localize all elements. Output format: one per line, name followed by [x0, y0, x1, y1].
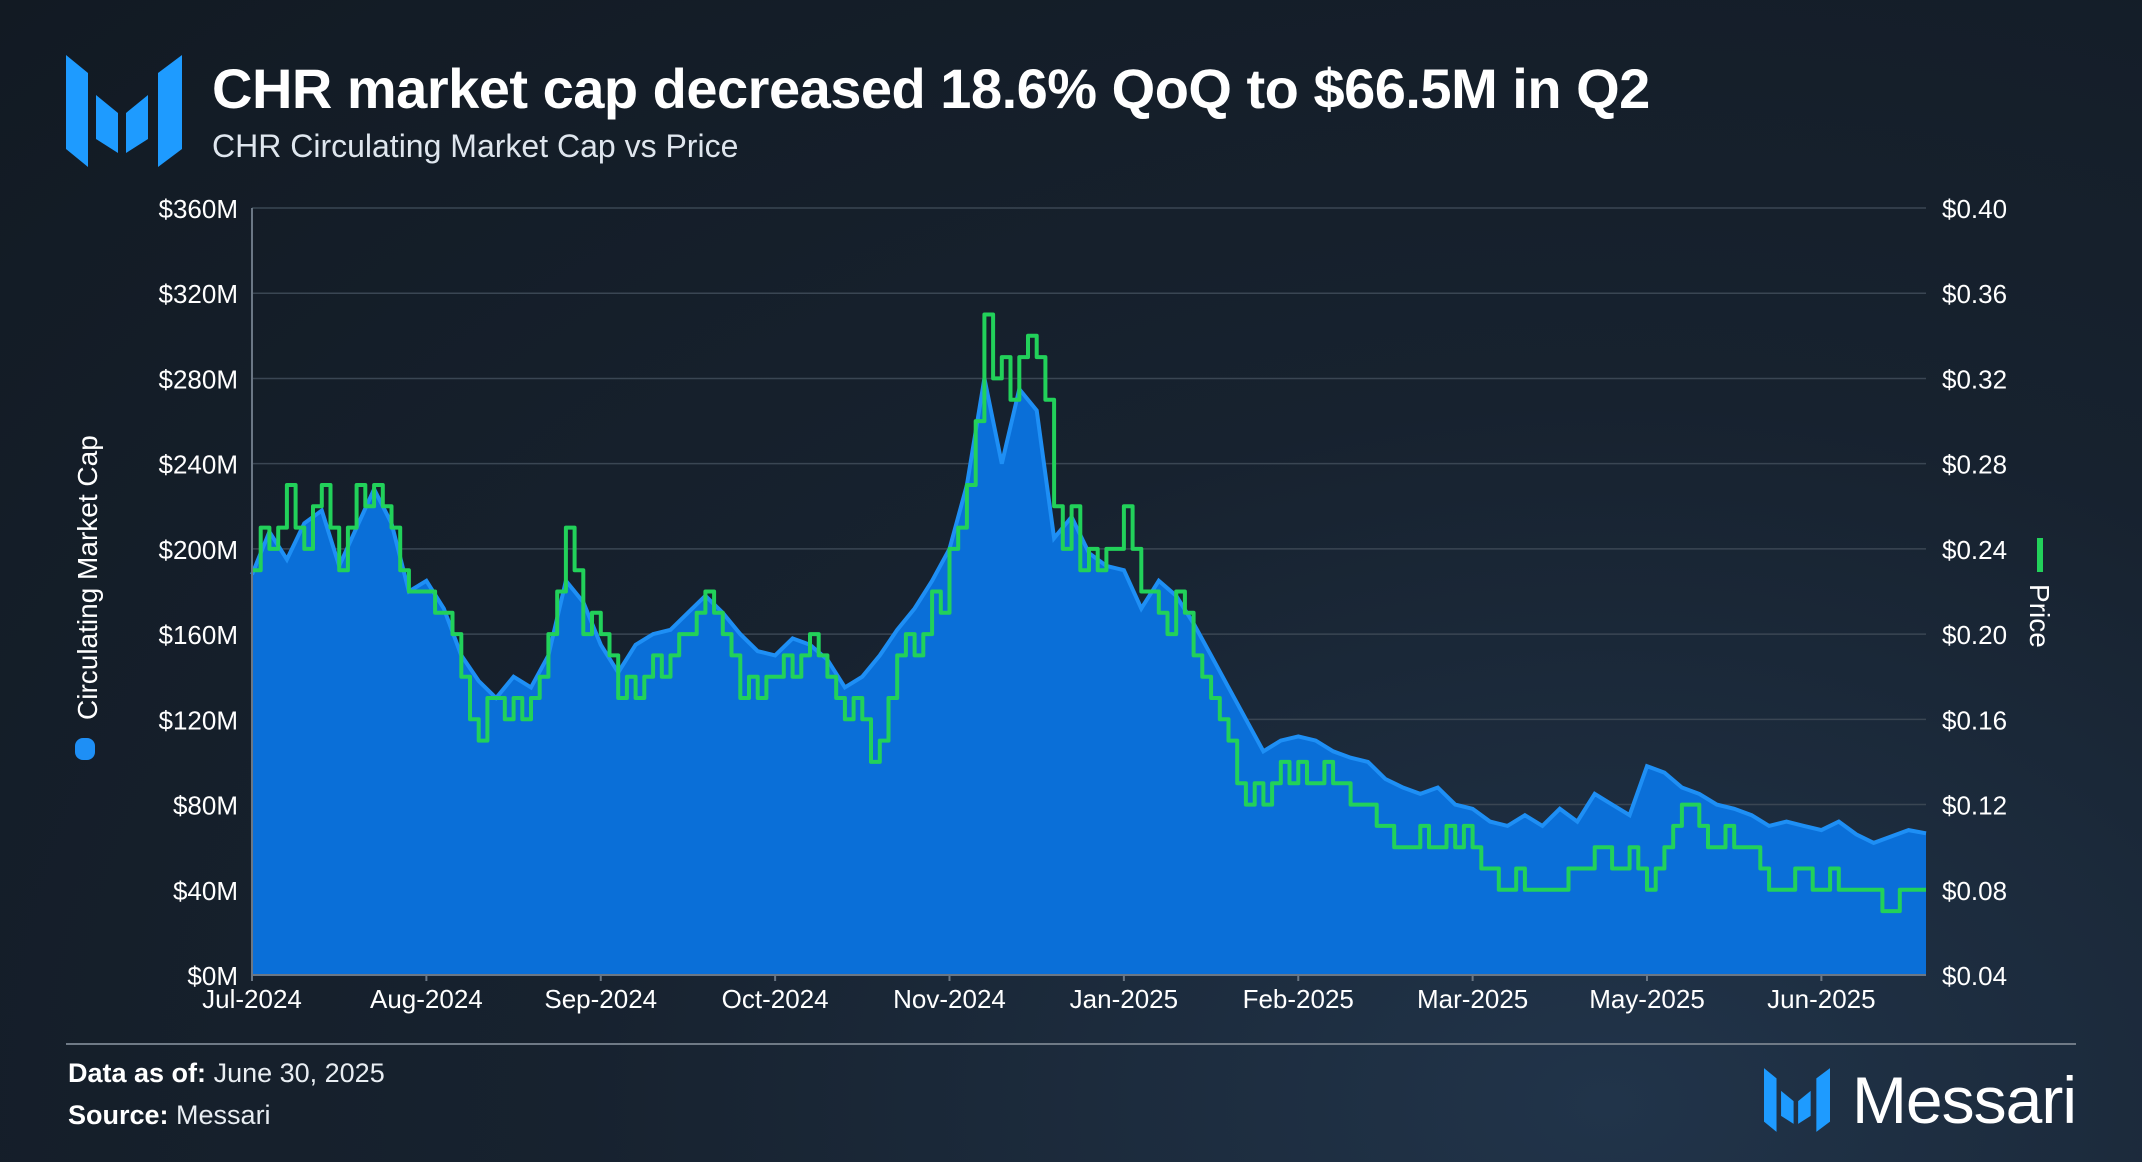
left-tick-label: $240M: [159, 450, 239, 480]
footer-divider: [66, 1043, 2076, 1045]
right-tick-label: $0.20: [1942, 620, 2007, 650]
left-tick-label: $200M: [159, 535, 239, 565]
messari-brand-icon: [1763, 1068, 1830, 1132]
right-tick-label: $0.24: [1942, 535, 2007, 565]
chart-subtitle: CHR Circulating Market Cap vs Price: [212, 128, 739, 164]
x-tick-label: Jun-2025: [1767, 984, 1875, 1014]
x-tick-label: Jan-2025: [1070, 984, 1178, 1014]
right-axis-ticks: $0.04 $0.08 $0.12 $0.16 $0.20 $0.24 $0.28 $0.32…: [1942, 194, 2007, 991]
right-tick-label: $0.16: [1942, 705, 2007, 735]
left-tick-label: $0M: [187, 961, 238, 991]
x-tick-label: Oct-2024: [722, 984, 829, 1014]
market-cap-legend-swatch: [75, 738, 95, 760]
brand-name: Messari: [1851, 1063, 2077, 1137]
right-tick-label: $0.28: [1942, 450, 2007, 480]
x-tick-label: Jul-2024: [202, 984, 302, 1014]
chart-title: CHR market cap decreased 18.6% QoQ to $6…: [212, 57, 1650, 120]
left-axis-label: Circulating Market Cap: [72, 435, 103, 720]
price-line: [252, 312, 1926, 914]
data-as-of: Data as of: June 30, 2025: [68, 1058, 385, 1089]
left-axis-ticks: $0M $40M $80M $120M $160M $200M $240M $280M $320…: [159, 194, 239, 991]
right-tick-label: $0.08: [1942, 876, 2007, 906]
left-tick-label: $120M: [159, 705, 239, 735]
x-tick-label: Mar-2025: [1417, 984, 1528, 1014]
right-tick-label: $0.32: [1942, 364, 2007, 394]
source: Source: Messari: [68, 1100, 271, 1131]
x-tick-label: Sep-2024: [544, 984, 657, 1014]
x-tick-label: Feb-2025: [1243, 984, 1354, 1014]
left-tick-label: $280M: [159, 364, 239, 394]
source-value: Messari: [176, 1100, 271, 1130]
source-label: Source:: [68, 1100, 169, 1130]
data-as-of-label: Data as of:: [68, 1058, 207, 1088]
chart-area: $0M $40M $80M $120M $160M $200M $240M $280M $320…: [72, 194, 2055, 1014]
market-cap-area: [252, 378, 1926, 975]
right-axis-label: Price: [2024, 584, 2055, 648]
price-legend-swatch: [2037, 538, 2043, 572]
x-tick-label: May-2025: [1589, 984, 1705, 1014]
x-tick-label: Aug-2024: [370, 984, 483, 1014]
x-tick-label: Nov-2024: [893, 984, 1006, 1014]
brand-logo: Messari: [1763, 1062, 2077, 1138]
right-tick-label: $0.36: [1942, 279, 2007, 309]
x-axis-ticks: Jul-2024 Aug-2024 Sep-2024 Oct-2024 Nov-2024…: [202, 975, 1876, 1014]
data-as-of-value: June 30, 2025: [213, 1058, 385, 1088]
messari-logo-icon: [66, 55, 182, 167]
left-tick-label: $40M: [173, 876, 238, 906]
right-tick-label: $0.04: [1942, 961, 2007, 991]
left-tick-label: $320M: [159, 279, 239, 309]
left-tick-label: $160M: [159, 620, 239, 650]
left-tick-label: $360M: [159, 194, 239, 224]
right-tick-label: $0.12: [1942, 791, 2007, 821]
right-tick-label: $0.40: [1942, 194, 2007, 224]
left-tick-label: $80M: [173, 791, 238, 821]
